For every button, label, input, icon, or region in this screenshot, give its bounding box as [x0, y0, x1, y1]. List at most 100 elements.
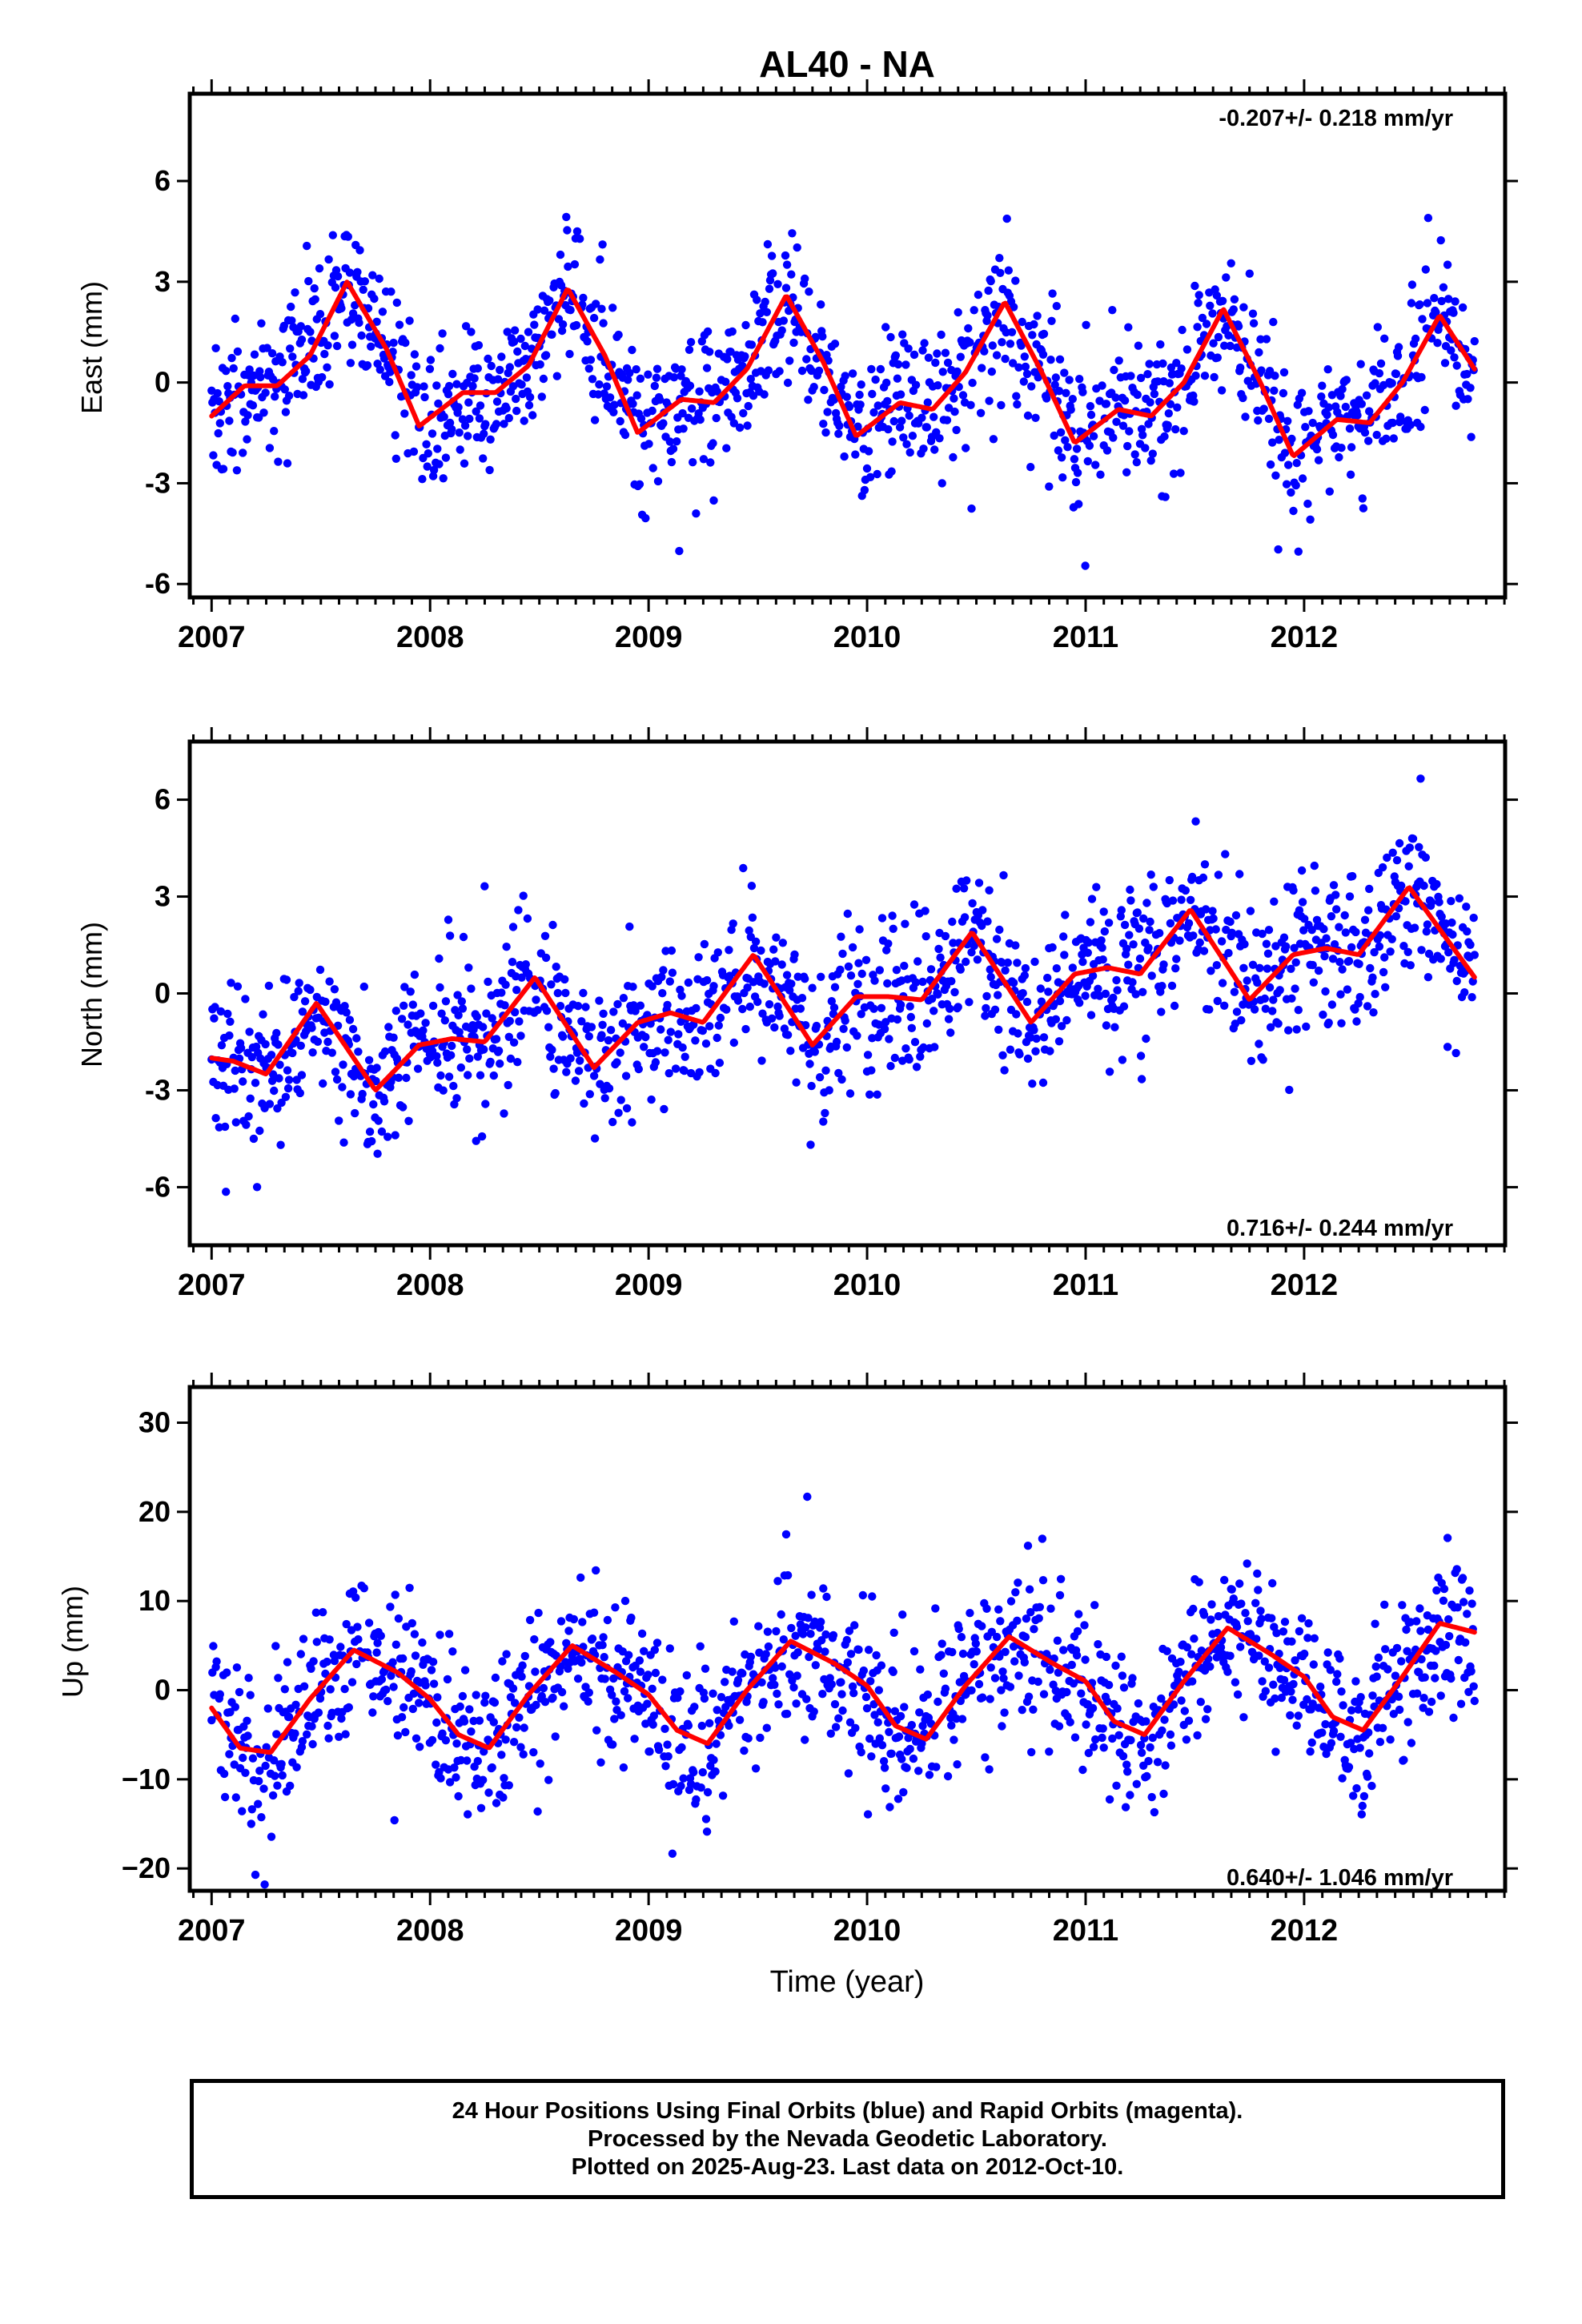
data-point: [339, 1138, 348, 1147]
data-point: [392, 298, 401, 308]
data-point: [761, 1650, 770, 1659]
data-point: [930, 1007, 938, 1015]
data-point: [492, 1035, 501, 1043]
data-point: [807, 1590, 816, 1599]
data-point: [233, 982, 243, 991]
data-point: [1081, 991, 1090, 1000]
data-point: [445, 418, 455, 428]
data-point: [1161, 1761, 1170, 1770]
data-point: [1262, 939, 1271, 948]
data-point: [1466, 940, 1475, 950]
data-point: [1159, 960, 1168, 969]
data-point: [1003, 958, 1013, 967]
data-point: [390, 1815, 399, 1825]
data-point: [267, 1832, 276, 1841]
data-point: [242, 1120, 251, 1129]
data-point: [1258, 929, 1267, 939]
data-point: [1258, 1677, 1267, 1686]
data-point: [946, 1028, 955, 1037]
data-point: [996, 1617, 1005, 1626]
data-point: [1423, 299, 1432, 308]
data-point: [1439, 1596, 1448, 1606]
data-point: [267, 1051, 276, 1059]
data-point: [372, 1648, 381, 1657]
data-point: [525, 392, 535, 402]
data-point: [464, 963, 473, 972]
data-point: [1111, 1661, 1120, 1671]
data-point: [1090, 1601, 1099, 1610]
data-point: [394, 1614, 404, 1623]
data-point: [472, 1691, 480, 1699]
data-point: [1096, 470, 1105, 479]
data-point: [797, 994, 807, 1003]
data-point: [1048, 943, 1057, 952]
data-point: [1424, 1707, 1434, 1716]
data-point: [509, 337, 519, 346]
data-point: [773, 1002, 782, 1011]
data-point: [733, 996, 743, 1005]
data-point: [460, 421, 470, 430]
data-point: [769, 269, 777, 278]
data-point: [797, 366, 807, 376]
data-point: [592, 300, 600, 308]
data-point: [512, 986, 521, 995]
data-point: [965, 998, 974, 1007]
data-point: [616, 1711, 625, 1719]
y-tick-label: 20: [139, 1495, 171, 1528]
data-point: [226, 1017, 235, 1027]
data-point: [423, 462, 432, 471]
data-point: [647, 1095, 656, 1104]
data-point: [709, 982, 718, 991]
data-point: [843, 1658, 853, 1667]
data-point: [433, 444, 442, 453]
data-point: [990, 1674, 1000, 1683]
data-point: [867, 1066, 876, 1075]
data-point: [733, 394, 742, 403]
data-point: [1034, 373, 1042, 382]
data-point: [1441, 1640, 1451, 1650]
data-point: [1239, 393, 1247, 403]
data-point: [1243, 1559, 1251, 1568]
data-point: [1214, 870, 1223, 879]
data-point: [1123, 1767, 1132, 1776]
data-point: [611, 1603, 620, 1612]
data-point: [287, 302, 295, 312]
data-point: [659, 419, 668, 428]
data-point: [1302, 1022, 1311, 1031]
data-point: [315, 1694, 325, 1703]
data-point: [1190, 397, 1199, 406]
x-tick-label: 2009: [615, 1269, 683, 1302]
data-point: [546, 1638, 555, 1647]
data-point: [1067, 1660, 1077, 1670]
data-point: [1444, 1614, 1453, 1624]
data-point: [271, 392, 279, 401]
data-point: [628, 983, 637, 991]
data-point: [558, 320, 568, 329]
data-point: [464, 432, 472, 440]
data-point: [842, 1635, 852, 1645]
data-point: [1459, 1598, 1468, 1606]
data-point: [324, 255, 333, 264]
data-point: [713, 387, 721, 396]
data-point: [624, 1651, 633, 1659]
data-point: [1325, 487, 1335, 496]
data-point: [441, 1736, 451, 1745]
data-point: [1445, 1631, 1454, 1641]
data-point: [1271, 1694, 1279, 1703]
data-point: [447, 1051, 456, 1059]
data-point: [669, 1779, 678, 1789]
data-point: [458, 415, 468, 424]
data-point: [247, 1819, 255, 1828]
data-point: [1169, 469, 1178, 478]
data-point: [556, 1002, 565, 1011]
data-point: [1073, 1626, 1082, 1636]
data-point: [395, 320, 404, 329]
data-point: [1338, 384, 1347, 394]
data-point: [436, 1630, 444, 1639]
data-point: [352, 1034, 361, 1043]
data-point: [772, 1626, 781, 1636]
data-point: [1138, 431, 1147, 440]
data-point: [636, 374, 645, 383]
data-point: [1264, 414, 1274, 424]
data-point: [564, 262, 572, 271]
